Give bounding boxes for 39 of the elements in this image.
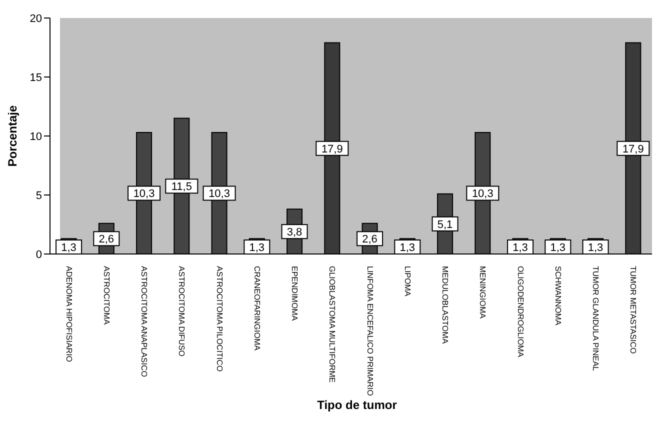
- x-tick-label: LINFOMA ENCEFALICO PRIMARIO: [365, 266, 374, 396]
- data-label: 1,3: [61, 242, 76, 254]
- x-tick-label: ASTROCITOMA DIFUSO: [177, 266, 186, 357]
- y-axis-title: Porcentaje: [5, 104, 20, 167]
- data-label: 17,9: [622, 143, 644, 156]
- y-tick-label: 15: [30, 72, 42, 84]
- data-label: 1,3: [249, 242, 265, 254]
- y-tick-label: 0: [36, 248, 42, 261]
- y-tick-label: 5: [36, 190, 42, 202]
- x-tick-label: TUMOR GLANDULA PINEAL: [591, 266, 600, 372]
- x-tick-label: ASTROCITOMA: [102, 266, 111, 326]
- x-tick-label: EPENDIMOMA: [290, 266, 300, 322]
- y-tick-label: 20: [30, 12, 42, 25]
- x-tick-label: GLIOBLASTOMA MULTIFORME: [328, 266, 337, 383]
- y-tick-label: 10: [30, 130, 42, 143]
- data-label: 2,6: [98, 234, 114, 246]
- data-label: 2,6: [362, 234, 378, 246]
- data-label: 1,3: [400, 242, 416, 254]
- x-tick-label: SCHWANNOMA: [553, 266, 562, 326]
- x-tick-label: ASTROCITOMA PILOCITICO: [214, 266, 224, 372]
- data-label: 10,3: [133, 188, 155, 200]
- x-tick-label: ADENOMA HIPOFISIARIO: [64, 266, 74, 362]
- data-label: 1,3: [512, 242, 528, 254]
- x-tick-label: ASTROCITOMA ANAPLASICO: [140, 266, 149, 377]
- data-label: 5,1: [437, 218, 453, 231]
- data-label: 1,3: [588, 242, 604, 254]
- data-label: 10,3: [472, 188, 494, 200]
- data-label: 10,3: [208, 188, 230, 200]
- x-tick-label: TUMOR METASTASICO: [628, 266, 638, 354]
- x-tick-label: MEDULOBLASTOMA: [440, 266, 450, 344]
- data-label: 11,5: [171, 181, 192, 194]
- x-axis-title: Tipo de tumor: [316, 398, 398, 412]
- data-label: 1,3: [550, 242, 566, 254]
- x-tick-label: LIPOMA: [402, 266, 412, 297]
- x-tick-label: CRANEOFARINGIOMA: [252, 266, 262, 352]
- data-label: 17,9: [321, 143, 343, 156]
- data-label: 3,8: [286, 226, 302, 239]
- x-tick-label: OLIGODENDROGLIOMA: [516, 266, 525, 358]
- x-tick-label: MENINGIOMA: [478, 266, 488, 320]
